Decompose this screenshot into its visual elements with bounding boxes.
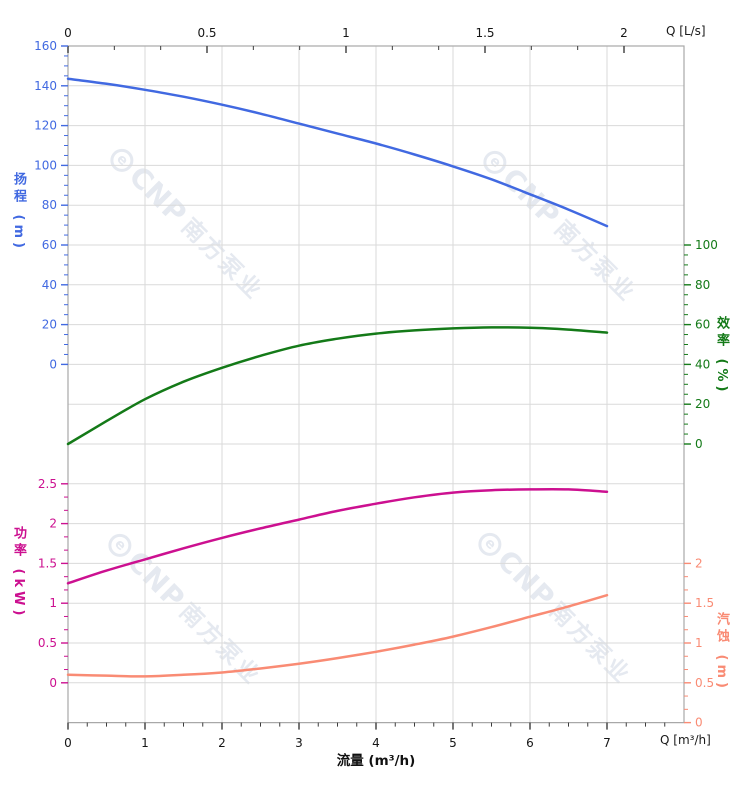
npsh-tick-label: 2: [695, 556, 703, 570]
bottom-axis-tick-label: 7: [603, 736, 611, 750]
top-axis-tick-label: 0.5: [197, 26, 216, 40]
power-tick-label: 2: [49, 517, 57, 531]
head-tick-label: 120: [34, 119, 57, 133]
head-tick-label: 100: [34, 158, 57, 172]
eff-curve: [66, 326, 609, 446]
npsh-axis-title: 汽蚀 (m): [714, 612, 729, 692]
eff-tick-label: 0: [695, 437, 703, 451]
bottom-axis-tick-label: 0: [64, 736, 72, 750]
head-tick-label: 40: [42, 278, 57, 292]
head-tick-label: 0: [49, 357, 57, 371]
npsh-tick-label: 1.5: [695, 596, 714, 610]
head-tick-label: 20: [42, 318, 57, 332]
top-axis-tick-label: 1.5: [475, 26, 494, 40]
power-tick-label: 1: [49, 596, 57, 610]
power-axis-title: 功率 (kW): [11, 526, 26, 620]
bottom-axis-tick-label: 4: [372, 736, 380, 750]
power-curve: [66, 487, 609, 585]
bottom-axis-tick-label: 6: [526, 736, 534, 750]
npsh-curve: [66, 593, 609, 678]
npsh-tick-label: 0.5: [695, 676, 714, 690]
eff-tick-label: 20: [695, 397, 710, 411]
flow-axis-title: 流量 (m³/h): [336, 753, 416, 769]
power-tick-label: 0: [49, 676, 57, 690]
eff-tick-label: 60: [695, 318, 710, 332]
head-tick-label: 80: [42, 198, 57, 212]
eff-tick-label: 40: [695, 357, 710, 371]
bottom-axis-tick-label: 2: [218, 736, 226, 750]
head-axis-title: 扬程 (m): [11, 172, 26, 252]
head-curve: [66, 77, 609, 228]
bottom-flow-unit-label: Q [m³/h]: [660, 733, 711, 747]
top-axis-tick-label: 1: [342, 26, 350, 40]
top-flow-unit-label: Q [L/s]: [666, 24, 706, 38]
bottom-axis-tick-label: 1: [141, 736, 149, 750]
head-tick-label: 140: [34, 79, 57, 93]
top-axis-tick-label: 2: [620, 26, 628, 40]
bottom-axis-tick-label: 3: [295, 736, 303, 750]
head-tick-label: 60: [42, 238, 57, 252]
top-axis-tick-label: 0: [64, 26, 72, 40]
efficiency-axis-title: 效率 (%): [714, 316, 729, 396]
power-tick-label: 2.5: [38, 477, 57, 491]
power-tick-label: 1.5: [38, 556, 57, 570]
eff-tick-label: 80: [695, 278, 710, 292]
head-tick-label: 160: [34, 39, 57, 53]
eff-tick-label: 100: [695, 238, 718, 252]
npsh-tick-label: 1: [695, 636, 703, 650]
power-tick-label: 0.5: [38, 636, 57, 650]
bottom-axis-tick-label: 5: [449, 736, 457, 750]
npsh-tick-label: 0: [695, 716, 703, 730]
